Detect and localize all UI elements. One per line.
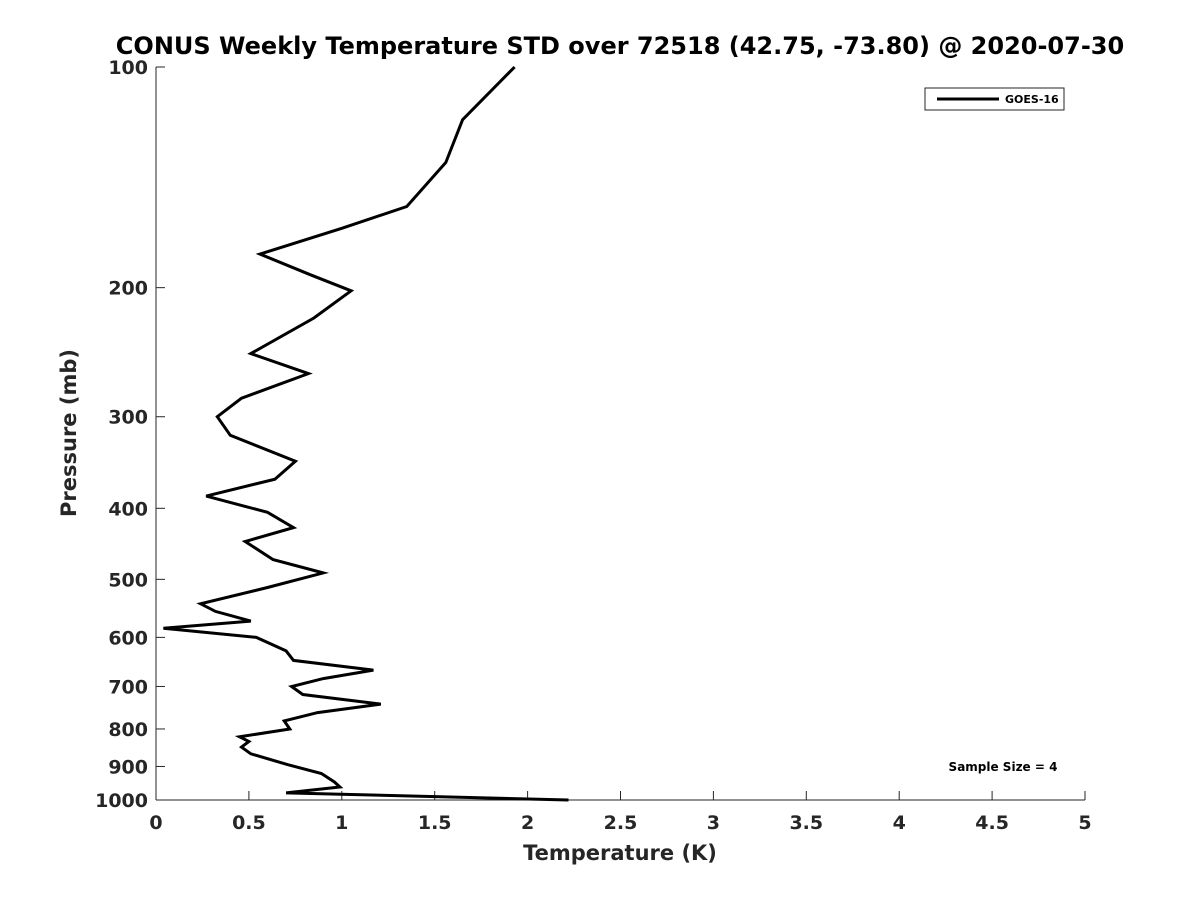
y-tick-label: 200 [108,278,148,300]
x-tick-label: 3.5 [789,812,823,834]
x-axis-label: Temperature (K) [523,841,717,865]
y-tick-label: 300 [108,407,148,429]
x-tick-label: 2 [521,812,534,834]
chart-title: CONUS Weekly Temperature STD over 72518 … [116,32,1124,60]
sample-size-annotation: Sample Size = 4 [949,760,1058,774]
y-tick-label: 1000 [95,790,148,812]
x-tick-label: 1 [335,812,348,834]
legend-label-goes-16: GOES-16 [1005,93,1059,106]
x-tick-label: 2.5 [604,812,638,834]
y-tick-label: 600 [108,627,148,649]
series-layer [163,65,569,802]
x-tick-label: 0.5 [232,812,266,834]
series-line-goes-16 [163,65,569,802]
x-axis-ticks: 0 0.5 1 1.5 2 2.5 3 3.5 4 4.5 5 [149,791,1092,834]
y-tick-label: 700 [108,676,148,698]
y-axis-label: Pressure (mb) [57,349,81,517]
plot-area [156,67,1085,800]
y-tick-label: 500 [108,569,148,591]
y-tick-label: 800 [108,719,148,741]
x-tick-label: 4 [893,812,906,834]
x-tick-label: 3 [707,812,720,834]
x-tick-label: 1.5 [418,812,452,834]
x-tick-label: 5 [1078,812,1091,834]
y-tick-label: 400 [108,498,148,520]
y-axis-ticks: 100 200 300 400 500 600 700 800 900 1000 [95,57,165,812]
x-tick-label: 4.5 [975,812,1009,834]
x-tick-label: 0 [149,812,162,834]
y-tick-label: 900 [108,756,148,778]
y-tick-label: 100 [108,57,148,79]
legend: GOES-16 [924,87,1065,111]
